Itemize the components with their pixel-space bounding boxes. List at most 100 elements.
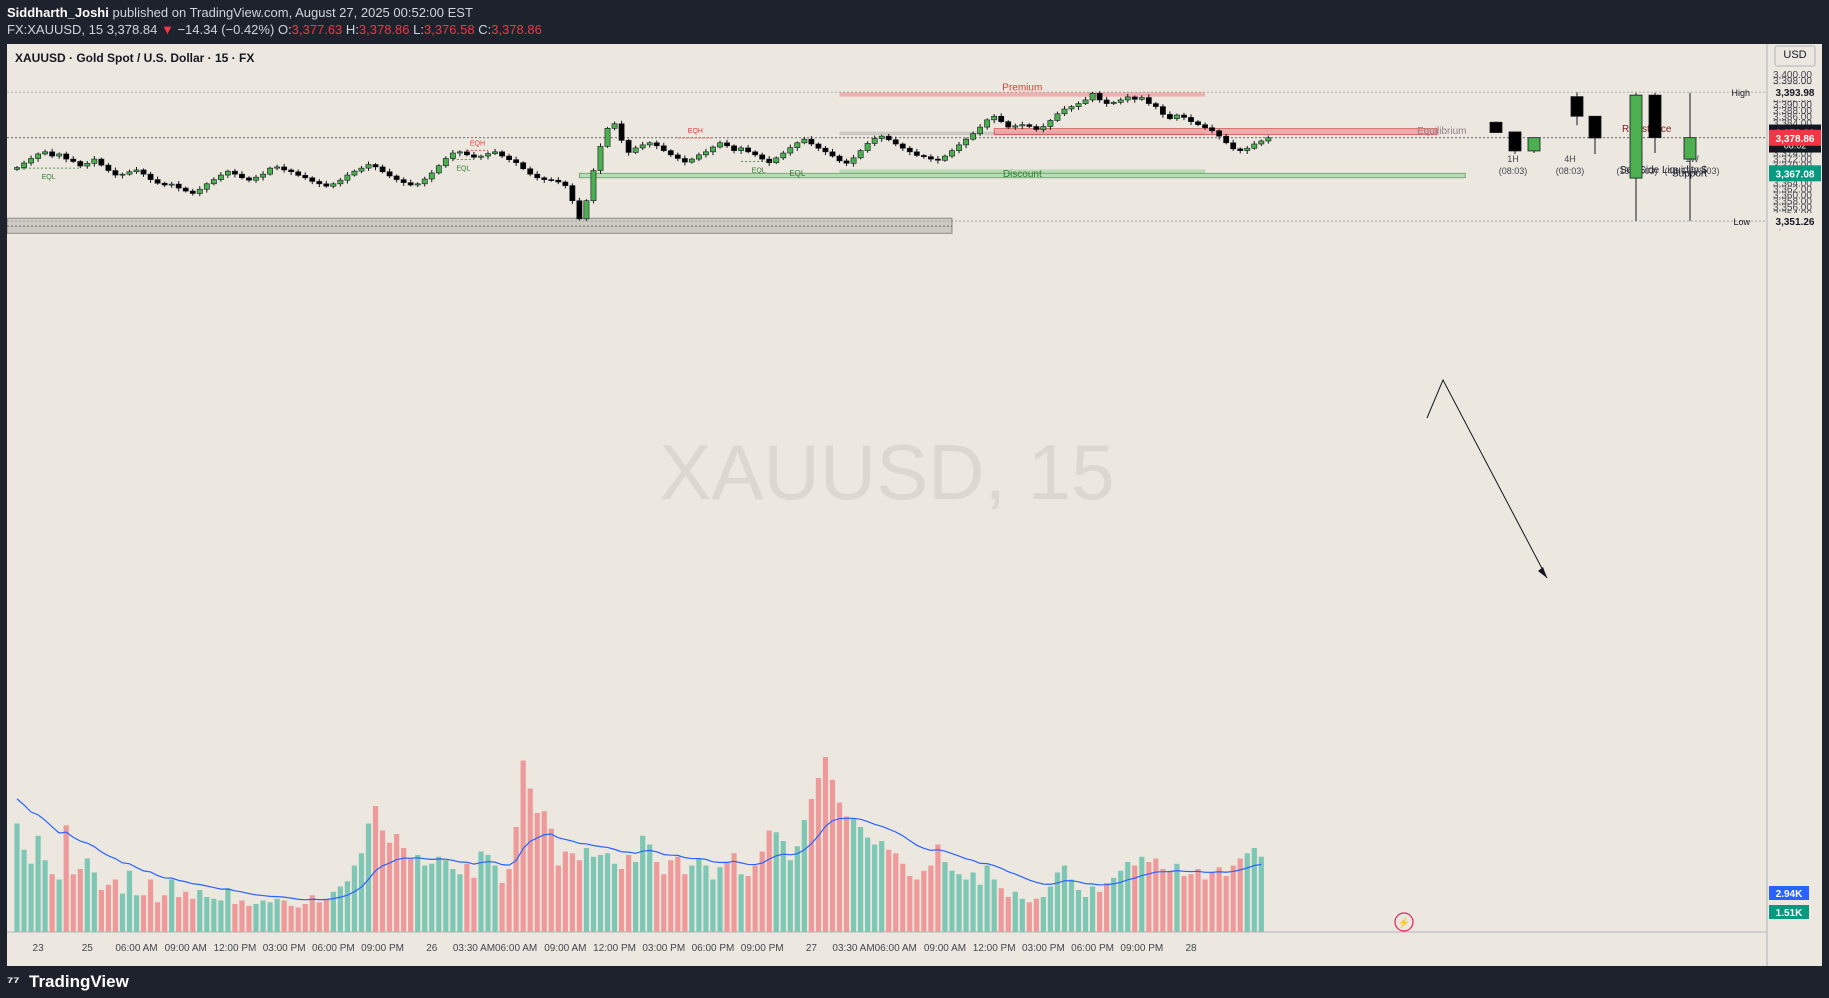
volume-bar xyxy=(91,872,97,932)
close-value: 3,378.86 xyxy=(491,22,542,37)
volume-bar xyxy=(640,835,646,932)
candle-body xyxy=(977,126,984,135)
candle-body xyxy=(456,151,463,154)
x-tick-label: 09:00 PM xyxy=(741,943,784,954)
tradingview-logo[interactable]: ⁷⁷ TradingView xyxy=(7,972,129,992)
chart-area[interactable]: XAUUSD, 15 XAUUSD · Gold Spot / U.S. Doll… xyxy=(7,44,1822,966)
volume-bar xyxy=(457,874,463,932)
volume-bar xyxy=(935,844,941,932)
candle-body xyxy=(140,169,147,175)
volume-bar xyxy=(675,856,681,932)
candle-body xyxy=(1138,97,1145,100)
y-tick-label: 3,362.00 xyxy=(1773,185,1812,196)
htf-candle xyxy=(1527,137,1541,152)
volume-bar xyxy=(42,860,48,932)
candle-body xyxy=(731,145,737,151)
candle-body xyxy=(330,183,337,187)
volume-bar xyxy=(77,869,83,932)
candle-body xyxy=(42,151,49,155)
volume-bar xyxy=(1089,886,1096,932)
premium-label: Premium xyxy=(1002,82,1042,93)
volume-bar xyxy=(886,849,892,932)
candle-body xyxy=(520,162,527,170)
volume-bar xyxy=(485,855,491,932)
candle-body xyxy=(442,158,449,167)
candle-body xyxy=(421,178,428,185)
volume-bar xyxy=(1195,869,1201,932)
candle-body xyxy=(717,142,723,148)
symbol-watermark: XAUUSD, 15 xyxy=(659,428,1114,516)
candle-body xyxy=(428,172,435,180)
eql-label: EQL xyxy=(789,169,806,178)
volume-bar xyxy=(773,832,779,932)
volume-bar xyxy=(970,872,976,932)
candle-body xyxy=(225,170,231,176)
candle-body xyxy=(660,145,667,151)
candle-body xyxy=(787,147,794,154)
volume-bar xyxy=(401,848,407,932)
candle-body xyxy=(513,159,520,163)
volume-bar xyxy=(696,858,702,932)
volume-bar xyxy=(169,879,175,932)
author-name[interactable]: Siddharth_Joshi xyxy=(7,5,109,20)
sell-side-liquidity-label: Sell Side Liquidity $ xyxy=(1620,165,1708,176)
volume-bar xyxy=(105,884,111,932)
volume-ma-tag-bg xyxy=(1769,905,1809,919)
volume-bar xyxy=(618,869,625,932)
volume-bar xyxy=(190,898,196,932)
x-tick-label: 12:00 PM xyxy=(593,943,636,954)
volume-bar xyxy=(1202,879,1208,932)
candle-body xyxy=(337,179,344,185)
volume-bar xyxy=(759,851,765,932)
x-tick-label: 03:00 PM xyxy=(263,943,306,954)
candle-body xyxy=(175,183,182,189)
volume-bar xyxy=(963,879,969,932)
candle-body xyxy=(857,150,864,159)
volume-bar xyxy=(576,860,582,932)
volume-ma-tag: 1.51K xyxy=(1776,908,1803,919)
volume-bar xyxy=(647,844,653,932)
projection-arrowhead xyxy=(1538,567,1547,578)
candle-body xyxy=(850,157,857,164)
candle-body xyxy=(548,179,555,181)
candle-body xyxy=(618,123,625,141)
low-label: L: xyxy=(413,22,424,37)
candle-body xyxy=(358,167,365,172)
red-price-tag-bg xyxy=(1769,129,1821,146)
candle-body xyxy=(1131,96,1138,100)
volume-bar xyxy=(379,830,386,932)
candle-body xyxy=(1075,103,1082,107)
low-value-tag: 3,351.26 xyxy=(1776,217,1815,228)
volume-bar xyxy=(1251,848,1257,932)
candle-body xyxy=(625,140,632,153)
candle-body xyxy=(56,153,63,157)
htf-candle xyxy=(1570,96,1584,117)
candle-body xyxy=(935,158,941,161)
candle-body xyxy=(576,200,583,220)
resistance-label: Resistance xyxy=(1622,124,1672,135)
candle-body xyxy=(217,174,224,180)
discount-zone xyxy=(839,169,1206,174)
volume-bar xyxy=(998,888,1004,932)
brand-name: TradingView xyxy=(29,972,129,991)
volume-bar xyxy=(1160,869,1166,932)
volume-bar xyxy=(921,870,927,932)
volume-bar xyxy=(626,855,632,932)
volume-bar xyxy=(204,897,210,932)
candle-body xyxy=(372,164,379,168)
candle-body xyxy=(913,151,920,156)
volume-bar xyxy=(1047,886,1054,932)
symbol-info-line: FX:XAUUSD, 15 3,378.84 ▼ −14.34 (−0.42%)… xyxy=(7,22,542,37)
volume-bar xyxy=(1230,865,1236,932)
volume-bar xyxy=(1097,891,1103,932)
y-tick-label: 3,400.00 xyxy=(1773,70,1812,81)
red-price-tag: 3,378.86 xyxy=(1776,134,1815,145)
volume-bar xyxy=(1012,891,1018,932)
candle-body xyxy=(1054,113,1061,121)
y-tick-label: 3,372.00 xyxy=(1773,154,1812,165)
candle-body xyxy=(864,143,871,151)
volume-bar xyxy=(225,888,231,932)
price-chart[interactable]: XAUUSD, 15 XAUUSD · Gold Spot / U.S. Doll… xyxy=(7,44,1822,966)
candle-body xyxy=(1223,135,1230,144)
htf-countdown: (08:03) xyxy=(1556,166,1585,176)
